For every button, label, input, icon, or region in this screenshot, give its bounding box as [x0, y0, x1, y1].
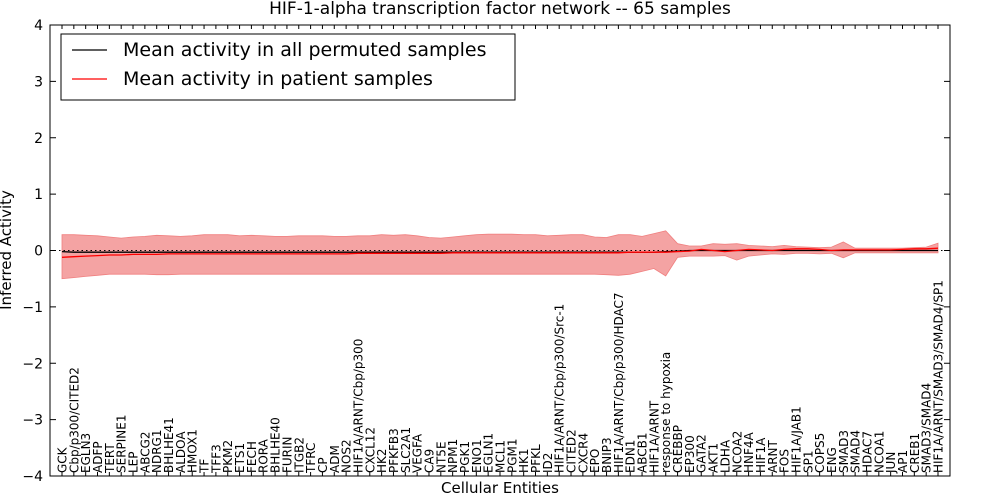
x-tick-label: FURIN [280, 436, 294, 473]
x-tick-label: SERPINE1 [115, 414, 129, 473]
y-axis: 4 3 2 1 0 −1 −2 −3 −4 [22, 18, 950, 485]
x-tick-label: NCOA1 [872, 431, 886, 473]
x-tick-label: HDAC7 [861, 431, 875, 473]
x-tick-label: HK2 [375, 448, 389, 473]
x-tick-label: EGLN1 [482, 433, 496, 473]
x-tick-label: GCK [56, 446, 70, 473]
x-tick-label: HIF1A/ARNT/Cbp/p300/Src-1 [553, 304, 567, 473]
x-tick-label: HIF1A/ARNT/SMAD3/SMAD4/SP1 [932, 280, 946, 473]
x-tick-label: NPM1 [446, 439, 460, 473]
x-tick-label: ID2 [541, 453, 555, 473]
x-tick-label: COPS5 [813, 433, 827, 473]
confidence-band [61, 230, 939, 280]
line-layer [61, 247, 939, 258]
y-tick-label: 0 [34, 244, 43, 260]
x-tick-label: FECH [245, 441, 259, 473]
x-tick-label: BHLHE41 [162, 417, 176, 473]
y-tick-label: 1 [34, 187, 43, 203]
x-tick-label: LDHA [718, 439, 732, 473]
x-tick-label: HIF1A/ARNT/Cbp/p300/HDAC7 [612, 292, 626, 473]
x-tick-label: CXCR4 [576, 433, 590, 473]
x-tick-label: CP [316, 457, 330, 473]
x-tick-label: AKT1 [707, 443, 721, 473]
x-tick-label: AP1 [896, 450, 910, 473]
y-tick-label: 2 [34, 131, 43, 147]
x-tick-label: PFKFB3 [387, 428, 401, 473]
y-tick-label: 3 [34, 74, 43, 90]
x-tick-label: EDN1 [624, 440, 638, 473]
x-tick-label: ETS1 [233, 443, 247, 473]
y-tick-label: −4 [22, 469, 43, 485]
x-axis-label: Cellular Entities [441, 479, 559, 497]
x-tick-label: EPO [588, 449, 602, 473]
x-tick-label: SMAD4 [849, 430, 863, 473]
x-tick-label: HMOX1 [186, 429, 200, 473]
legend-box [60, 33, 516, 101]
legend-label-patient: Mean activity in patient samples [123, 68, 433, 90]
x-tick-label: SMAD3 [837, 430, 851, 473]
x-tick-label: SP1 [801, 451, 815, 474]
x-tick-label: NDRG1 [150, 430, 164, 474]
x-tick-label: ADM [328, 445, 342, 473]
x-tick-label: TF [198, 459, 212, 474]
x-tick-label: PFKL [529, 444, 543, 473]
legend-label-permuted: Mean activity in all permuted samples [123, 39, 486, 61]
x-tick-label: ENO1 [470, 439, 484, 473]
x-tick-label: CREBBP [671, 425, 685, 473]
x-tick-label: MCL1 [494, 440, 508, 473]
y-tick-label: −2 [22, 356, 43, 372]
x-tick-label: CXCL12 [363, 427, 377, 473]
x-tick-label: HIF1A [754, 437, 768, 473]
x-tick-label: JUN [884, 452, 898, 474]
x-tick-label: PGK1 [458, 441, 472, 473]
x-tick-label: GATA2 [695, 434, 709, 473]
x-tick-label: EP300 [683, 435, 697, 473]
x-tick-label: FOS [778, 449, 792, 473]
y-tick-label: −1 [22, 300, 43, 316]
x-tick-label: response to hypoxia [659, 352, 673, 473]
y-axis-label: Inferred Activity [0, 190, 15, 310]
x-axis: GCKCbp/p300/CITED2EGLN3ADFPTERTSERPINE1L… [56, 25, 946, 476]
y-tick-label: 4 [34, 18, 43, 34]
legend: Mean activity in all permuted samples Me… [60, 33, 516, 101]
x-tick-label: HNF4A [742, 431, 756, 473]
x-tick-label: CITED2 [565, 429, 579, 473]
x-tick-label: ALDOA [174, 431, 188, 473]
x-tick-label: NCOA2 [730, 431, 744, 473]
x-tick-label: VEGFA [411, 433, 425, 473]
x-tick-label: HIF1A/JAB1 [789, 406, 803, 473]
x-tick-label: BNIP3 [600, 437, 614, 473]
chart-title: HIF-1-alpha transcription factor network… [269, 0, 731, 19]
x-tick-label: ABCB1 [636, 433, 650, 473]
x-tick-label: NOS2 [340, 439, 354, 473]
x-tick-label: Cbp/p300/CITED2 [67, 367, 81, 473]
x-tick-label: SMAD3/SMAD4 [920, 383, 934, 473]
x-tick-label: TFF3 [209, 444, 223, 474]
x-tick-label: CREB1 [908, 433, 922, 473]
x-tick-label: HIF1A/ARNT [647, 400, 661, 473]
x-tick-label: PKM2 [221, 440, 235, 473]
x-tick-label: RORA [257, 438, 271, 473]
x-tick-label: CA9 [423, 449, 437, 473]
band-layer [61, 230, 939, 280]
x-tick-label: PGM1 [505, 438, 519, 473]
x-tick-label: ABCG2 [138, 431, 152, 473]
x-tick-label: ITGB2 [292, 437, 306, 473]
x-tick-label: SLC2A1 [399, 427, 413, 473]
x-tick-label: HIF1A/ARNT/Cbp/p300 [351, 339, 365, 473]
x-tick-label: TERT [103, 443, 117, 474]
series-line-patient [61, 247, 939, 258]
x-tick-label: NT5E [434, 441, 448, 473]
x-tick-label: TFRC [304, 443, 318, 474]
y-tick-label: −3 [22, 413, 43, 429]
x-tick-label: ADFP [91, 441, 105, 473]
x-tick-label: HK1 [517, 448, 531, 473]
x-tick-label: ENG [825, 447, 839, 473]
x-tick-label: ARNT [766, 439, 780, 473]
x-tick-label: LEP [127, 451, 141, 473]
x-tick-label: EGLN3 [79, 433, 93, 473]
x-tick-label: BHLHE40 [269, 417, 283, 473]
